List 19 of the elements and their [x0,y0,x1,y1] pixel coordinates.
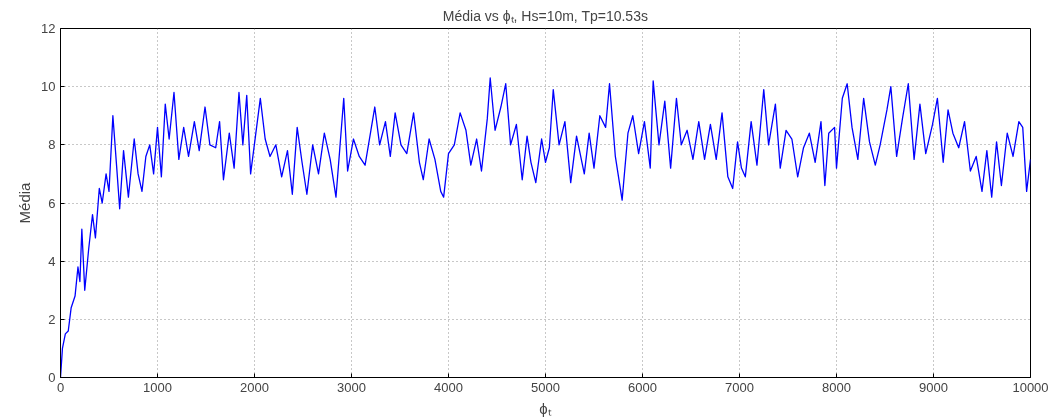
x-tick-label: 9000 [919,379,948,395]
x-tick-label: 2000 [240,379,269,395]
y-tick-label: 8 [48,137,56,153]
x-tick-label: 10000 [1012,379,1049,395]
y-tick-label: 10 [41,79,56,95]
x-tick-label: 5000 [531,379,560,395]
x-tick-label: 4000 [434,379,463,395]
x-tick-label: 7000 [725,379,754,395]
y-tick-label: 2 [48,311,56,327]
x-tick-label: 1000 [143,379,172,395]
x-tick-label: 3000 [337,379,366,395]
y-tick-label: 4 [48,253,56,269]
y-tick-label: 6 [48,195,56,211]
x-tick-label: 8000 [822,379,851,395]
chart-title: Média vs ϕₜ, Hs=10m, Tp=10.53s [442,7,648,24]
x-tick-label: 6000 [628,379,657,395]
y-axis-title: Média [16,181,34,224]
y-tick-label: 12 [41,21,56,36]
x-axis-title: ϕₜ [539,399,552,417]
